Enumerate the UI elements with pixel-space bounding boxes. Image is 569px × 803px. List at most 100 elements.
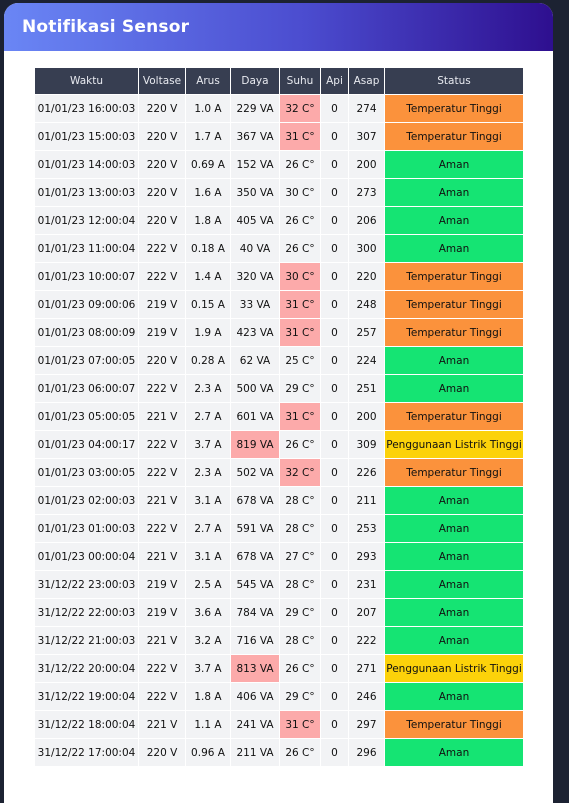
status-badge: Temperatur Tinggi — [384, 94, 524, 123]
cell-voltase: 220 V — [138, 346, 186, 375]
table-row: 01/01/23 14:00:03 220 V 0.69 A 152 VA 26 C° 0… — [34, 150, 524, 179]
cell-api: 0 — [320, 458, 349, 487]
cell-arus: 2.3 A — [185, 374, 231, 403]
status-badge: Aman — [384, 626, 524, 655]
cell-waktu: 01/01/23 14:00:03 — [34, 150, 139, 179]
cell-arus: 2.5 A — [185, 570, 231, 599]
cell-suhu: 30 C° — [279, 262, 321, 291]
column-header-suhu[interactable]: Suhu — [279, 67, 321, 95]
cell-waktu: 01/01/23 10:00:07 — [34, 262, 139, 291]
cell-asap: 200 — [348, 150, 385, 179]
cell-asap: 222 — [348, 626, 385, 655]
cell-suhu: 28 C° — [279, 486, 321, 515]
status-badge: Penggunaan Listrik Tinggi — [384, 654, 524, 683]
table-row: 01/01/23 11:00:04 222 V 0.18 A 40 VA 26 C° 0 3… — [34, 234, 524, 263]
cell-voltase: 222 V — [138, 234, 186, 263]
table-row: 31/12/22 20:00:04 222 V 3.7 A 813 VA 26 C° 0 2… — [34, 654, 524, 683]
cell-waktu: 01/01/23 08:00:09 — [34, 318, 139, 347]
cell-waktu: 01/01/23 05:00:05 — [34, 402, 139, 431]
cell-arus: 0.15 A — [185, 290, 231, 319]
cell-waktu: 01/01/23 01:00:03 — [34, 514, 139, 543]
cell-suhu: 26 C° — [279, 150, 321, 179]
status-badge: Aman — [384, 486, 524, 515]
cell-arus: 3.6 A — [185, 598, 231, 627]
cell-asap: 211 — [348, 486, 385, 515]
cell-api: 0 — [320, 262, 349, 291]
cell-api: 0 — [320, 346, 349, 375]
cell-asap: 246 — [348, 682, 385, 711]
cell-arus: 2.7 A — [185, 402, 231, 431]
status-badge: Temperatur Tinggi — [384, 318, 524, 347]
cell-api: 0 — [320, 710, 349, 739]
status-badge: Aman — [384, 206, 524, 235]
cell-arus: 0.69 A — [185, 150, 231, 179]
status-badge: Temperatur Tinggi — [384, 122, 524, 151]
cell-voltase: 222 V — [138, 654, 186, 683]
column-header-waktu[interactable]: Waktu — [34, 67, 139, 95]
cell-waktu: 01/01/23 15:00:03 — [34, 122, 139, 151]
column-header-daya[interactable]: Daya — [230, 67, 280, 95]
cell-voltase: 222 V — [138, 430, 186, 459]
cell-waktu: 01/01/23 02:00:03 — [34, 486, 139, 515]
cell-api: 0 — [320, 682, 349, 711]
table-row: 01/01/23 08:00:09 219 V 1.9 A 423 VA 31 C° 0 2… — [34, 318, 524, 347]
cell-arus: 0.28 A — [185, 346, 231, 375]
cell-api: 0 — [320, 654, 349, 683]
column-header-voltase[interactable]: Voltase — [138, 67, 186, 95]
status-badge: Aman — [384, 514, 524, 543]
table-row: 31/12/22 17:00:04 220 V 0.96 A 211 VA 26 C° 0… — [34, 738, 524, 767]
cell-daya: 211 VA — [230, 738, 280, 767]
cell-waktu: 01/01/23 04:00:17 — [34, 430, 139, 459]
cell-suhu: 25 C° — [279, 346, 321, 375]
cell-waktu: 31/12/22 18:00:04 — [34, 710, 139, 739]
column-header-arus[interactable]: Arus — [185, 67, 231, 95]
cell-daya: 40 VA — [230, 234, 280, 263]
cell-daya: 500 VA — [230, 374, 280, 403]
cell-asap: 206 — [348, 206, 385, 235]
cell-api: 0 — [320, 486, 349, 515]
cell-voltase: 222 V — [138, 262, 186, 291]
cell-api: 0 — [320, 150, 349, 179]
table-row: 31/12/22 23:00:03 219 V 2.5 A 545 VA 28 C° 0 2… — [34, 570, 524, 599]
cell-suhu: 31 C° — [279, 290, 321, 319]
cell-api: 0 — [320, 290, 349, 319]
table-row: 01/01/23 16:00:03 220 V 1.0 A 229 VA 32 C° 0 2… — [34, 94, 524, 123]
sensor-table: Waktu Voltase Arus Daya Suhu Api Asap St… — [34, 67, 524, 767]
table-body: 01/01/23 16:00:03 220 V 1.0 A 229 VA 32 C° 0 2… — [34, 94, 524, 767]
cell-suhu: 28 C° — [279, 514, 321, 543]
cell-suhu: 31 C° — [279, 402, 321, 431]
cell-api: 0 — [320, 430, 349, 459]
cell-daya: 678 VA — [230, 542, 280, 571]
cell-suhu: 29 C° — [279, 374, 321, 403]
cell-asap: 300 — [348, 234, 385, 263]
cell-arus: 1.8 A — [185, 206, 231, 235]
cell-asap: 293 — [348, 542, 385, 571]
cell-api: 0 — [320, 514, 349, 543]
cell-daya: 502 VA — [230, 458, 280, 487]
cell-waktu: 01/01/23 09:00:06 — [34, 290, 139, 319]
cell-suhu: 26 C° — [279, 738, 321, 767]
cell-waktu: 31/12/22 23:00:03 — [34, 570, 139, 599]
cell-waktu: 01/01/23 12:00:04 — [34, 206, 139, 235]
cell-voltase: 219 V — [138, 598, 186, 627]
cell-daya: 350 VA — [230, 178, 280, 207]
status-badge: Temperatur Tinggi — [384, 290, 524, 319]
cell-suhu: 32 C° — [279, 94, 321, 123]
column-header-status[interactable]: Status — [384, 67, 524, 95]
cell-suhu: 28 C° — [279, 570, 321, 599]
cell-arus: 3.2 A — [185, 626, 231, 655]
cell-suhu: 26 C° — [279, 654, 321, 683]
column-header-api[interactable]: Api — [320, 67, 349, 95]
cell-api: 0 — [320, 402, 349, 431]
column-header-asap[interactable]: Asap — [348, 67, 385, 95]
cell-voltase: 220 V — [138, 122, 186, 151]
status-badge: Temperatur Tinggi — [384, 458, 524, 487]
table-row: 01/01/23 01:00:03 222 V 2.7 A 591 VA 28 C° 0 2… — [34, 514, 524, 543]
cell-asap: 220 — [348, 262, 385, 291]
cell-voltase: 222 V — [138, 682, 186, 711]
cell-waktu: 01/01/23 03:00:05 — [34, 458, 139, 487]
cell-voltase: 221 V — [138, 402, 186, 431]
cell-waktu: 31/12/22 22:00:03 — [34, 598, 139, 627]
cell-voltase: 219 V — [138, 318, 186, 347]
cell-daya: 406 VA — [230, 682, 280, 711]
